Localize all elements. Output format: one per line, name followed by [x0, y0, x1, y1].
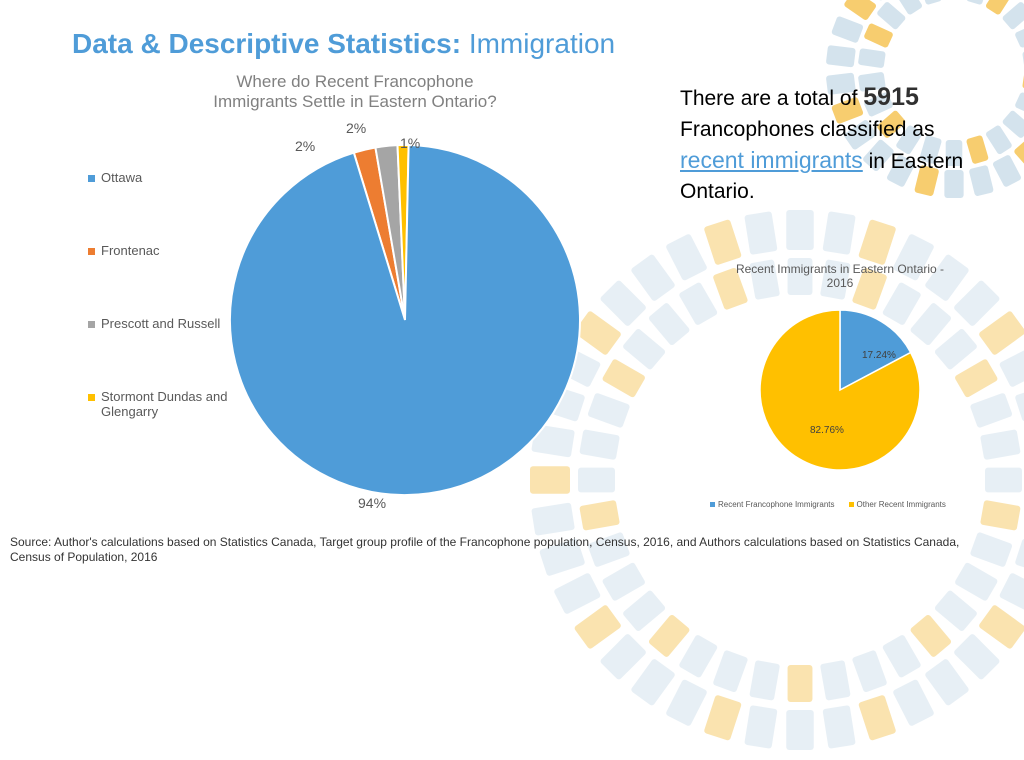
chart2-slice-label: 82.76% [810, 425, 844, 436]
legend-item: Other Recent Immigrants [849, 500, 946, 509]
legend-swatch [849, 502, 854, 507]
chart1-slice-label: 2% [295, 138, 315, 154]
chart1-pie [225, 130, 585, 510]
legend-label: Recent Francophone Immigrants [718, 500, 835, 509]
text-num: 5915 [863, 83, 919, 111]
legend-swatch [710, 502, 715, 507]
chart1-title: Where do Recent Francophone Immigrants S… [195, 72, 515, 112]
legend-label: Other Recent Immigrants [857, 500, 946, 509]
legend-swatch [88, 175, 95, 182]
legend-label: Prescott and Russell [101, 316, 220, 331]
legend-item: Frontenac [88, 243, 228, 258]
chart1-legend: Ottawa Frontenac Prescott and Russell Storm… [88, 170, 228, 477]
text-link[interactable]: recent immigrants [680, 147, 863, 173]
chart2-pie [758, 308, 922, 472]
legend-swatch [88, 321, 95, 328]
title-light: Immigration [461, 28, 615, 59]
source-text: Source: Author's calculations based on S… [10, 535, 1000, 566]
title-bold: Data & Descriptive Statistics: [72, 28, 461, 59]
legend-item: Prescott and Russell [88, 316, 228, 331]
legend-swatch [88, 248, 95, 255]
legend-label: Stormont Dundas and Glengarry [101, 389, 228, 419]
chart1-slice-label: 1% [400, 135, 420, 151]
chart1-slice-label: 94% [358, 495, 386, 511]
chart1-slice-label: 2% [346, 120, 366, 136]
summary-text: There are a total of 5915 Francophones c… [680, 80, 990, 206]
legend-label: Frontenac [101, 243, 160, 258]
chart2-legend: Recent Francophone Immigrants Other Recen… [710, 500, 946, 509]
legend-item: Recent Francophone Immigrants [710, 500, 835, 509]
legend-item: Stormont Dundas and Glengarry [88, 389, 228, 419]
text-pre: There are a total of [680, 87, 863, 110]
text-mid: Francophones classified as [680, 118, 934, 141]
legend-item: Ottawa [88, 170, 228, 185]
chart2-title: Recent Immigrants in Eastern Ontario - 2… [730, 262, 950, 290]
chart2-slice-label: 17.24% [862, 350, 896, 361]
page-title: Data & Descriptive Statistics: Immigrati… [72, 28, 615, 60]
legend-swatch [88, 394, 95, 401]
legend-label: Ottawa [101, 170, 142, 185]
